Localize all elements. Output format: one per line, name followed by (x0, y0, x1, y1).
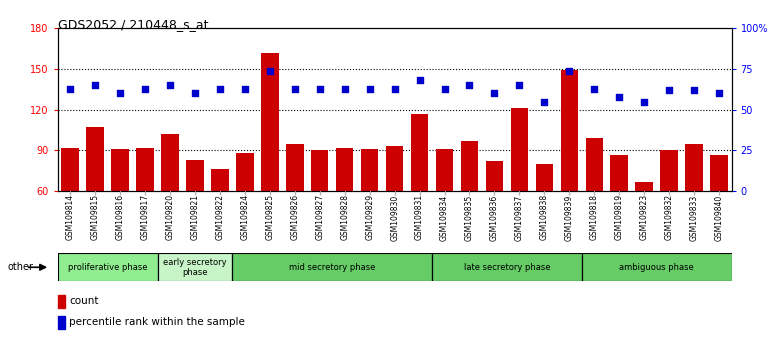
Bar (386, 147, 403, 191)
Text: GSM109821: GSM109821 (190, 194, 199, 240)
Text: GSM109837: GSM109837 (515, 194, 524, 240)
Text: early secretory
phase: early secretory phase (163, 258, 227, 277)
Text: GSM109822: GSM109822 (216, 194, 224, 240)
Point (413, 78, 426, 83)
Point (139, 86, 151, 91)
Bar (536, 164, 553, 191)
Text: GSM109823: GSM109823 (640, 194, 648, 240)
Bar (710, 154, 728, 191)
Text: GSM109828: GSM109828 (340, 194, 350, 240)
Text: GSM109836: GSM109836 (490, 194, 499, 240)
Bar (685, 144, 703, 191)
Point (164, 82, 176, 88)
Bar (582, 253, 732, 281)
Point (588, 86, 601, 91)
Text: GSM109827: GSM109827 (315, 194, 324, 240)
Point (239, 86, 251, 91)
Point (688, 87, 700, 93)
Point (438, 86, 450, 91)
Point (663, 87, 675, 93)
Bar (411, 114, 428, 191)
Point (363, 86, 376, 91)
Bar (611, 154, 628, 191)
Text: GSM109820: GSM109820 (166, 194, 175, 240)
Text: GSM109824: GSM109824 (240, 194, 249, 240)
Bar (361, 149, 378, 191)
Text: other: other (8, 262, 34, 272)
Bar (460, 141, 478, 191)
Bar (585, 138, 603, 191)
Text: ambiguous phase: ambiguous phase (619, 263, 694, 272)
Text: count: count (69, 296, 99, 306)
Point (638, 99, 651, 104)
Bar (62, 148, 79, 191)
Text: GSM109815: GSM109815 (91, 194, 99, 240)
Point (64, 86, 76, 91)
Text: mid secretory phase: mid secretory phase (289, 263, 376, 272)
Point (488, 91, 500, 96)
Bar (58, 316, 65, 329)
Point (538, 99, 551, 104)
Bar (336, 148, 353, 191)
Bar (436, 149, 454, 191)
Bar (158, 253, 233, 281)
Point (189, 91, 201, 96)
Text: proliferative phase: proliferative phase (68, 263, 147, 272)
Bar (311, 150, 329, 191)
Text: percentile rank within the sample: percentile rank within the sample (69, 318, 245, 327)
Bar (261, 53, 279, 191)
Text: GDS2052 / 210448_s_at: GDS2052 / 210448_s_at (58, 18, 208, 31)
Text: GSM109830: GSM109830 (390, 194, 399, 240)
Text: GSM109831: GSM109831 (415, 194, 424, 240)
Text: GSM109819: GSM109819 (614, 194, 624, 240)
Text: late secretory phase: late secretory phase (464, 263, 551, 272)
Text: GSM109818: GSM109818 (590, 194, 599, 240)
Bar (86, 127, 104, 191)
Text: GSM109838: GSM109838 (540, 194, 549, 240)
Bar (286, 144, 303, 191)
Bar (486, 161, 503, 191)
Text: GSM109834: GSM109834 (440, 194, 449, 240)
Text: GSM109829: GSM109829 (365, 194, 374, 240)
Text: GSM109826: GSM109826 (290, 194, 300, 240)
Point (263, 68, 276, 74)
Bar (661, 150, 678, 191)
Text: GSM109817: GSM109817 (141, 194, 149, 240)
Point (313, 86, 326, 91)
Point (563, 68, 575, 74)
Bar (561, 70, 578, 191)
Bar (635, 182, 653, 191)
Point (713, 91, 725, 96)
Point (613, 94, 625, 99)
Text: GSM109832: GSM109832 (665, 194, 674, 240)
Point (464, 82, 476, 88)
Text: GSM109840: GSM109840 (715, 194, 724, 240)
Bar (511, 108, 528, 191)
Point (214, 86, 226, 91)
Text: GSM109825: GSM109825 (266, 194, 274, 240)
Point (388, 86, 400, 91)
Bar (233, 253, 432, 281)
Bar (58, 253, 158, 281)
Point (339, 86, 351, 91)
Point (289, 86, 301, 91)
Text: GSM109833: GSM109833 (690, 194, 698, 240)
Bar (236, 153, 253, 191)
Bar (186, 160, 204, 191)
Bar (112, 149, 129, 191)
Text: GSM109816: GSM109816 (116, 194, 125, 240)
Bar (211, 170, 229, 191)
Bar (161, 134, 179, 191)
Text: GSM109814: GSM109814 (65, 194, 75, 240)
Point (89, 82, 102, 88)
Bar (58, 295, 65, 308)
Text: GSM109839: GSM109839 (565, 194, 574, 240)
Point (514, 82, 526, 88)
Point (114, 91, 126, 96)
Bar (432, 253, 582, 281)
Bar (136, 148, 154, 191)
Text: GSM109835: GSM109835 (465, 194, 474, 240)
